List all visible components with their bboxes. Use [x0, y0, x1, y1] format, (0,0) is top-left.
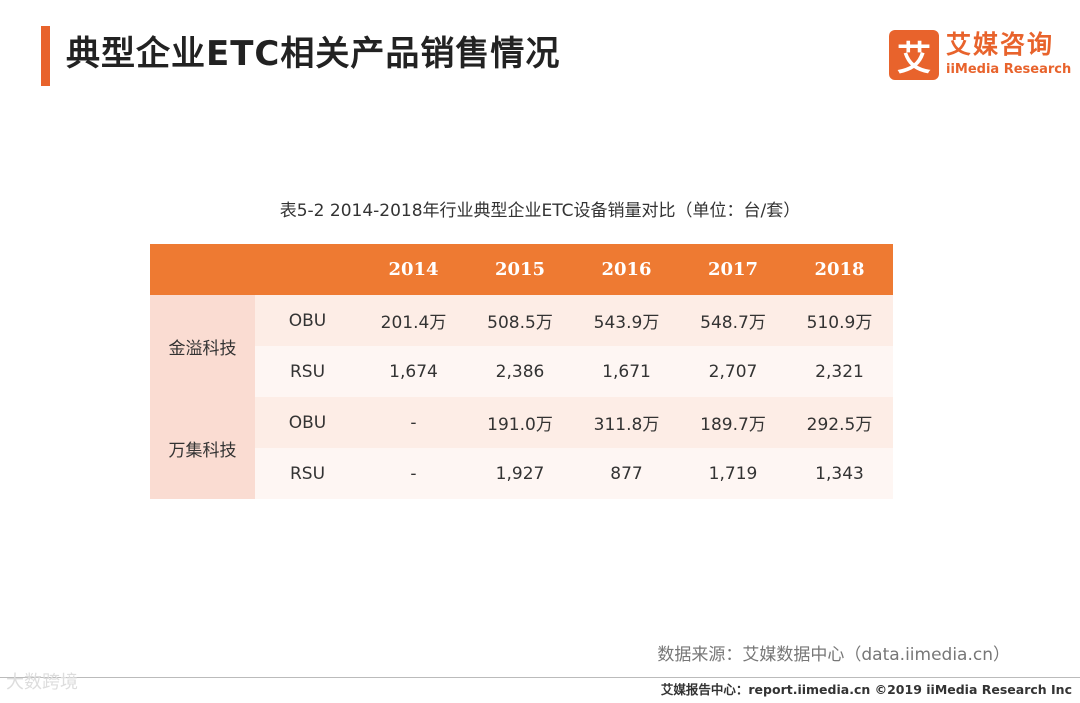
table-row: 万集科技 OBU - 191.0万 311.8万 189.7万 292.5万: [150, 397, 893, 499]
value-cell: 1,927: [467, 448, 573, 499]
value-cell: 2,707: [680, 346, 786, 397]
table-row: 金溢科技 OBU 201.4万 508.5万 543.9万 548.7万 510…: [150, 295, 893, 397]
value-cell: 2,386: [467, 346, 573, 397]
header-year-2015: 2015: [467, 244, 573, 295]
value-cell: 189.7万: [680, 397, 786, 448]
value-cell: 191.0万: [467, 397, 573, 448]
data-source-note: 数据来源：艾媒数据中心（data.iimedia.cn）: [657, 645, 1010, 665]
header-year-2018: 2018: [786, 244, 893, 295]
value-cell: 508.5万: [467, 295, 573, 346]
value-cell: 510.9万: [786, 295, 893, 346]
value-cell: 1,719: [680, 448, 786, 499]
table-row: RSU - 1,927 877 1,719 1,343: [150, 448, 893, 499]
value-cell: 548.7万: [680, 295, 786, 346]
company-cell: 万集科技: [150, 397, 255, 499]
value-cell: -: [360, 397, 467, 448]
iimedia-logo-icon: 艾: [889, 30, 939, 80]
footer-copyright: 艾媒报告中心：report.iimedia.cn ©2019 iiMedia R…: [660, 682, 1072, 697]
header-empty-company: [150, 244, 255, 295]
etc-sales-table: 2014 2015 2016 2017 2018 金溢科技 OBU 201.4万…: [150, 244, 893, 499]
title-accent-bar: [41, 26, 50, 86]
value-cell: -: [360, 448, 467, 499]
table-caption: 表5-2 2014-2018年行业典型企业ETC设备销量对比（单位：台/套）: [279, 201, 801, 221]
header-year-2014: 2014: [360, 244, 467, 295]
value-cell: 877: [573, 448, 680, 499]
value-cell: 1,671: [573, 346, 680, 397]
product-cell: RSU: [255, 346, 360, 397]
table-row: RSU 1,674 2,386 1,671 2,707 2,321: [150, 346, 893, 397]
footer-divider: [0, 677, 1080, 678]
page-title: 典型企业ETC相关产品销售情况: [66, 34, 561, 74]
product-cell: RSU: [255, 448, 360, 499]
table-header-row: 2014 2015 2016 2017 2018: [150, 244, 893, 295]
header-year-2016: 2016: [573, 244, 680, 295]
brand-name-en: iiMedia Research: [946, 62, 1072, 77]
value-cell: 292.5万: [786, 397, 893, 448]
value-cell: 1,674: [360, 346, 467, 397]
value-cell: 2,321: [786, 346, 893, 397]
value-cell: 1,343: [786, 448, 893, 499]
product-cell: OBU: [255, 295, 360, 346]
header-year-2017: 2017: [680, 244, 786, 295]
product-cell: OBU: [255, 397, 360, 448]
value-cell: 543.9万: [573, 295, 680, 346]
value-cell: 311.8万: [573, 397, 680, 448]
brand-name-cn: 艾媒咨询: [946, 30, 1055, 59]
watermark-text: 大数跨境: [6, 672, 78, 693]
header-empty-product: [255, 244, 360, 295]
company-cell: 金溢科技: [150, 295, 255, 397]
value-cell: 201.4万: [360, 295, 467, 346]
